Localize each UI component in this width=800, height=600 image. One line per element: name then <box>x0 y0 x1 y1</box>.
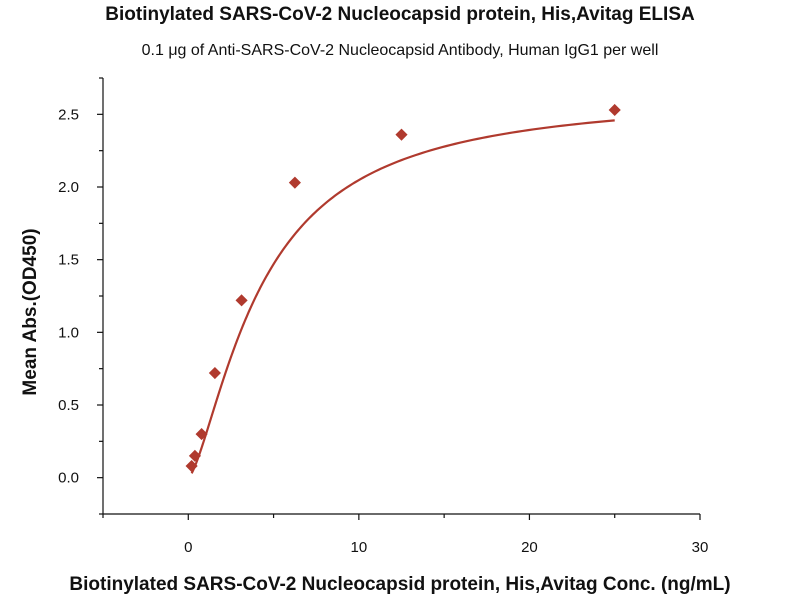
chart-title: Biotinylated SARS-CoV-2 Nucleocapsid pro… <box>105 4 695 25</box>
chart-subtitle: 0.1 μg of Anti-SARS-CoV-2 Nucleocapsid A… <box>142 42 659 59</box>
x-tick-label: 10 <box>351 539 368 556</box>
fit-curve <box>190 119 615 474</box>
data-point <box>195 428 208 441</box>
x-tick-label: 0 <box>184 539 192 556</box>
y-tick-label: 1.0 <box>58 324 79 341</box>
y-tick-label: 2.0 <box>58 179 79 196</box>
data-point <box>185 459 198 473</box>
fit-curve-group <box>190 119 615 474</box>
x-tick-label: 30 <box>692 539 709 556</box>
y-axis-label: Mean Abs.(OD450) <box>20 228 41 395</box>
data-point <box>608 103 621 117</box>
data-point <box>235 294 248 307</box>
x-tick-label: 20 <box>521 539 538 556</box>
x-axis-label: Biotinylated SARS-CoV-2 Nucleocapsid pro… <box>69 574 730 595</box>
data-points <box>185 103 621 473</box>
data-point <box>208 366 221 380</box>
axes: 0 10 20 30 0.0 0.5 1.0 1.5 2.0 2.5 <box>58 77 709 556</box>
y-tick-label: 1.5 <box>58 252 79 269</box>
data-point <box>395 128 408 141</box>
data-point <box>288 176 301 189</box>
y-tick-label: 0.0 <box>58 470 79 487</box>
y-tick-label: 0.5 <box>58 397 79 414</box>
y-tick-label: 2.5 <box>58 106 79 123</box>
data-point <box>188 449 202 462</box>
